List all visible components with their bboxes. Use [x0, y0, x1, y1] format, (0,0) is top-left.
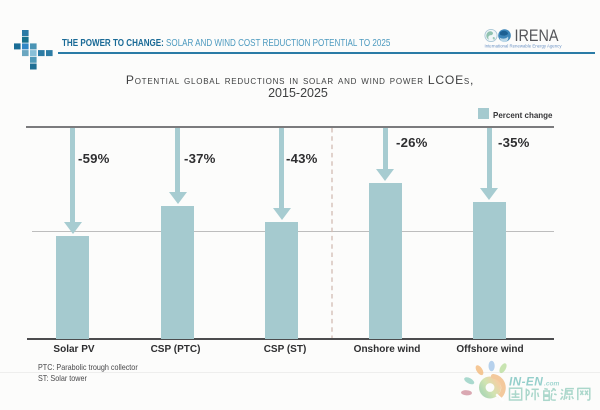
svg-text:IN-EN: IN-EN	[509, 375, 543, 389]
svg-text:IRENA: IRENA	[515, 27, 559, 45]
svg-text:International Renewable Energy: International Renewable Energy Agency	[485, 43, 563, 48]
svg-text:.com: .com	[544, 381, 560, 388]
